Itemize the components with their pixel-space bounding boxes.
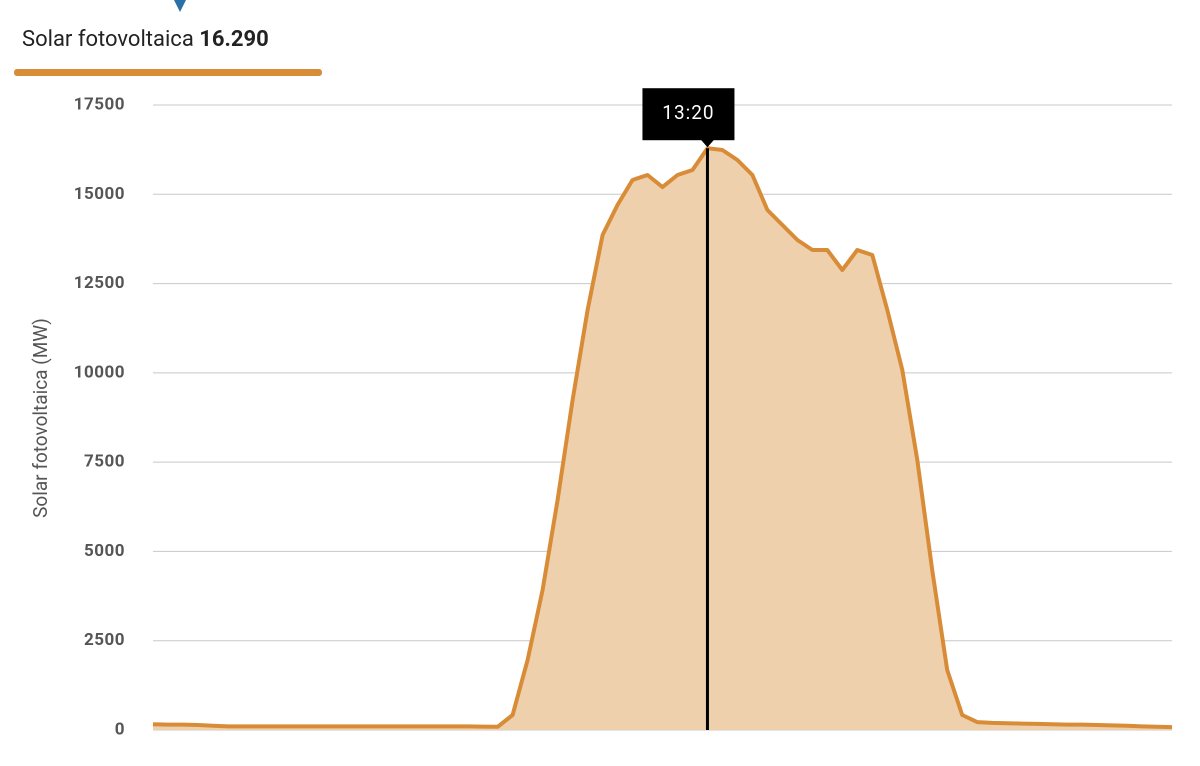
tooltip-box <box>642 88 735 141</box>
y-tick-label: 5000 <box>84 541 125 561</box>
tooltip-pointer <box>700 139 715 148</box>
y-tick-label: 2500 <box>84 630 125 650</box>
legend-series-name: Solar fotovoltaica <box>22 27 194 52</box>
y-tick-label: 17500 <box>74 94 125 114</box>
y-tick-label: 12500 <box>74 273 125 293</box>
y-tick-label: 0 <box>115 719 125 739</box>
legend-underline <box>14 69 322 76</box>
y-axis-label: Solar fotovoltaica (MW) <box>29 318 52 518</box>
y-tick-label: 15000 <box>74 184 125 204</box>
tooltip-label: 13:20 <box>662 101 714 124</box>
y-tick-label: 10000 <box>74 362 125 382</box>
area-line <box>152 146 1173 730</box>
area-fill <box>153 148 1172 730</box>
legend-header: Solar fotovoltaica 16.290 <box>22 27 269 52</box>
selector-arrow <box>174 0 186 12</box>
legend-value: 16.290 <box>199 27 269 52</box>
y-tick-label: 7500 <box>84 452 125 472</box>
